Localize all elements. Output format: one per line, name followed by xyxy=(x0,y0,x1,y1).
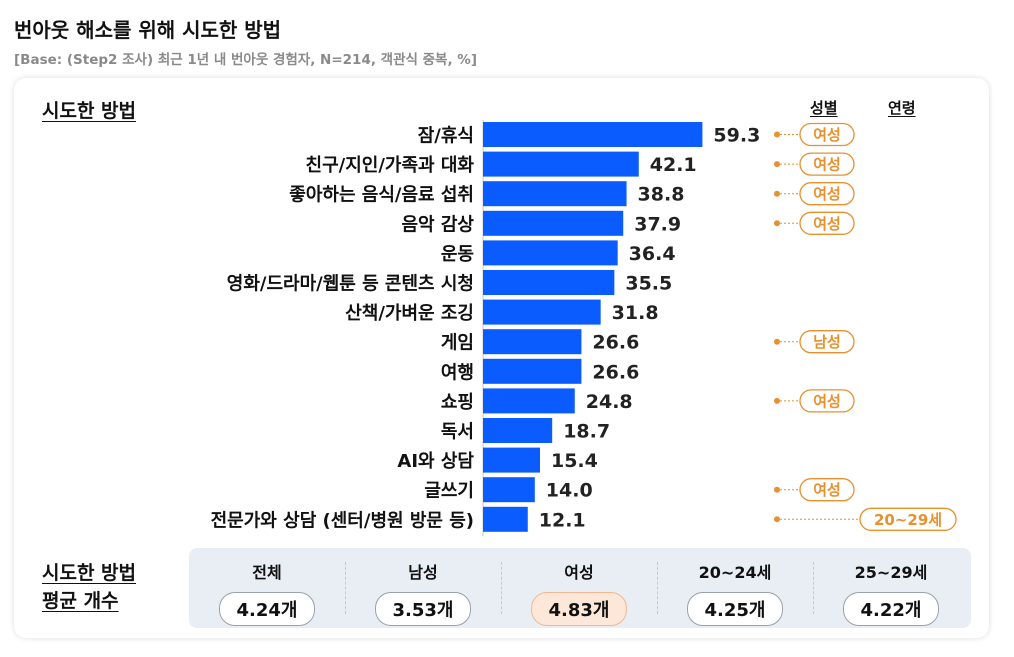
bar xyxy=(483,210,624,236)
category-label: 전문가와 상담 (센터/병원 방문 등) xyxy=(211,510,474,531)
category-label: 영화/드라마/웹툰 등 콘텐츠 시청 xyxy=(227,274,474,295)
summary-label: 전체 xyxy=(252,563,282,582)
bar xyxy=(483,447,540,473)
age-column-header: 연령 xyxy=(888,99,916,117)
summary-label-line2: 평균 개수 xyxy=(42,590,119,612)
tag-dot xyxy=(774,220,780,227)
value-label: 26.6 xyxy=(592,332,639,354)
category-label: 친구/지인/가족과 대화 xyxy=(306,155,475,176)
category-label: 잠/휴식 xyxy=(418,126,474,147)
summary-divider xyxy=(813,562,814,614)
tag-dot xyxy=(774,486,780,493)
summary-divider xyxy=(501,562,502,614)
summary-bar: 전체 4.24개 남성 3.53개 여성 4.83개 20~24세 4.25개 … xyxy=(189,548,971,628)
bar xyxy=(483,477,535,503)
gender-tag-pill xyxy=(799,122,855,147)
tag-dot xyxy=(774,397,780,404)
bar xyxy=(483,122,703,147)
category-label: AI와 상담 xyxy=(397,451,474,472)
category-label: 산책/가벼운 조깅 xyxy=(345,303,474,324)
summary-value-badge: 4.24개 xyxy=(219,592,315,626)
summary-label: 20~24세 xyxy=(698,563,772,582)
value-label: 35.5 xyxy=(625,273,672,295)
gender-tag-label: 여성 xyxy=(813,215,841,233)
category-label: 좋아하는 음식/음료 섭취 xyxy=(289,185,474,206)
summary-cell-male: 남성 3.53개 xyxy=(345,548,501,628)
summary-label: 남성 xyxy=(408,563,438,582)
gender-tag-label: 여성 xyxy=(813,156,841,174)
gender-tag-pill xyxy=(799,211,855,235)
bar xyxy=(483,299,601,325)
summary-label: 여성 xyxy=(564,563,594,582)
value-label: 26.6 xyxy=(592,361,639,383)
value-label: 38.8 xyxy=(638,184,685,206)
gender-tag-pill xyxy=(799,152,855,176)
tag-dot xyxy=(774,131,780,138)
tag-dot xyxy=(774,161,780,168)
gender-tag-label: 남성 xyxy=(813,333,841,351)
category-label: 게임 xyxy=(441,333,474,354)
gender-tag-label: 여성 xyxy=(813,481,841,499)
value-label: 14.0 xyxy=(546,480,593,502)
value-label: 12.1 xyxy=(539,509,586,531)
bar xyxy=(483,151,639,177)
gender-tag-pill xyxy=(799,389,855,413)
bar xyxy=(483,418,553,443)
category-label: 글쓰기 xyxy=(424,481,474,502)
category-label: 음악 감상 xyxy=(401,214,474,235)
summary-cell-total: 전체 4.24개 xyxy=(189,548,345,628)
value-label: 24.8 xyxy=(586,391,633,413)
value-label: 36.4 xyxy=(629,243,676,265)
tag-dot xyxy=(774,338,780,345)
summary-value-badge: 3.53개 xyxy=(375,592,471,626)
summary-value-badge: 4.25개 xyxy=(687,592,783,626)
category-label: 독서 xyxy=(441,422,474,443)
category-label: 운동 xyxy=(441,244,474,265)
tag-dot xyxy=(774,190,780,197)
age-tag-label: 20~29세 xyxy=(874,511,942,529)
chart-section-label: 시도한 방법 xyxy=(42,100,137,122)
value-label: 31.8 xyxy=(612,302,659,324)
summary-divider xyxy=(345,562,346,614)
bar xyxy=(483,329,582,355)
summary-cell-female: 여성 4.83개 xyxy=(501,548,657,628)
chart-card: 시도한 방법 성별 연령 잠/휴식 59.3 여성 친구/지인/가족과 대화 42.1 여… xyxy=(14,78,989,638)
gender-tag-pill xyxy=(799,330,855,354)
category-label: 여행 xyxy=(441,362,474,383)
summary-label: 25~29세 xyxy=(854,563,928,582)
summary-cell-age-25-29: 25~29세 4.22개 xyxy=(813,548,969,628)
page-title: 번아웃 해소를 위해 시도한 방법 xyxy=(14,18,282,42)
gender-column-header: 성별 xyxy=(810,99,838,117)
value-label: 18.7 xyxy=(563,421,610,443)
gender-tag-label: 여성 xyxy=(813,185,841,203)
age-tag-pill xyxy=(859,507,957,531)
summary-value-badge: 4.22개 xyxy=(843,592,939,626)
bar xyxy=(483,240,618,266)
summary-value-badge-highlight: 4.83개 xyxy=(531,592,627,626)
bar xyxy=(483,358,582,384)
summary-cell-age-20-24: 20~24세 4.25개 xyxy=(657,548,813,628)
value-label: 37.9 xyxy=(634,213,681,235)
gender-tag-label: 여성 xyxy=(813,392,841,410)
page-subtitle: [Base: (Step2 조사) 최근 1년 내 번아웃 경험자, N=214… xyxy=(14,52,477,68)
bar xyxy=(483,270,615,295)
bar xyxy=(483,181,627,207)
summary-divider xyxy=(657,562,658,614)
summary-label-line1: 시도한 방법 xyxy=(42,562,137,584)
value-label: 15.4 xyxy=(551,450,598,472)
bar xyxy=(483,388,575,414)
gender-tag-pill xyxy=(799,478,855,502)
category-label: 쇼핑 xyxy=(441,392,474,413)
tag-dot xyxy=(774,516,780,523)
value-label: 59.3 xyxy=(713,125,760,147)
gender-tag-label: 여성 xyxy=(813,126,841,144)
bar xyxy=(483,506,528,532)
gender-tag-pill xyxy=(799,182,855,206)
value-label: 42.1 xyxy=(650,154,697,176)
